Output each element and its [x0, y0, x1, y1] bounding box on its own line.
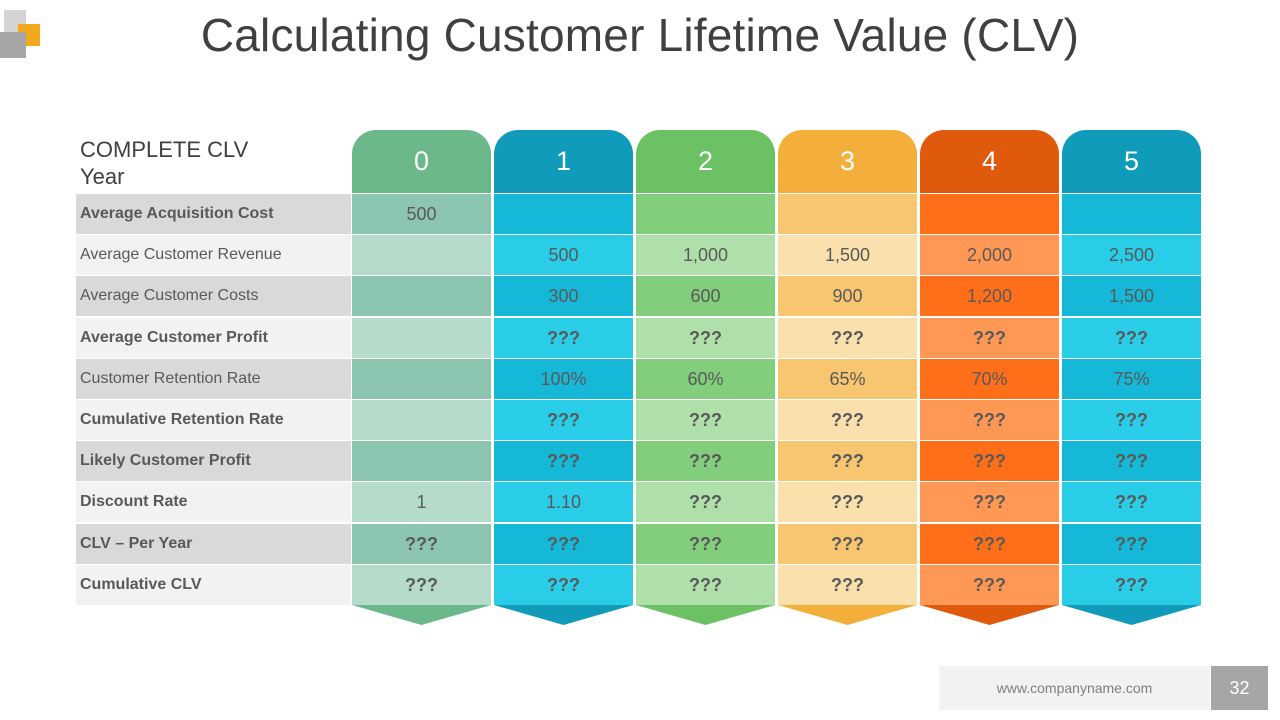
- table-cell: ???: [920, 565, 1059, 605]
- table-cell: ???: [494, 400, 633, 440]
- arrow-shape: [920, 605, 1059, 625]
- page-number: 32: [1211, 666, 1268, 710]
- table-cell: 1,000: [636, 235, 775, 275]
- row-label: Average Customer Costs: [76, 276, 351, 316]
- arrow-shape: [1062, 605, 1201, 625]
- table-cell: [778, 194, 917, 234]
- table-cell: 500: [494, 235, 633, 275]
- row-label: Discount Rate: [76, 482, 351, 522]
- table-cell: 65%: [778, 359, 917, 399]
- table-cell: ???: [920, 400, 1059, 440]
- column-arrow-1: [494, 605, 633, 625]
- table-cell: ???: [636, 400, 775, 440]
- table-cell: ???: [494, 441, 633, 481]
- table-cell: 1,500: [1062, 276, 1201, 316]
- table-cell: [636, 194, 775, 234]
- table-cell: ???: [778, 400, 917, 440]
- table-cell: ???: [778, 441, 917, 481]
- table-cell: ???: [636, 565, 775, 605]
- arrow-shape: [352, 605, 491, 625]
- year-header-1: 1: [494, 130, 633, 193]
- table-cell: ???: [778, 482, 917, 522]
- table-cell: ???: [636, 441, 775, 481]
- row-label: Average Acquisition Cost: [76, 194, 351, 234]
- table-cell: ???: [636, 482, 775, 522]
- table-cell: 75%: [1062, 359, 1201, 399]
- row-label: Cumulative CLV: [76, 565, 351, 605]
- year-header-2: 2: [636, 130, 775, 193]
- table-cell: [494, 194, 633, 234]
- row-label: Average Customer Revenue: [76, 235, 351, 275]
- column-arrow-0: [352, 605, 491, 625]
- year-header-3: 3: [778, 130, 917, 193]
- table-cell: ???: [778, 524, 917, 564]
- year-header-5: 5: [1062, 130, 1201, 193]
- table-cell: ???: [920, 524, 1059, 564]
- table-cell: 1: [352, 482, 491, 522]
- table-cell: ???: [1062, 441, 1201, 481]
- table-cell: ???: [494, 565, 633, 605]
- arrow-shape: [778, 605, 917, 625]
- table-cell: [352, 276, 491, 316]
- table-cell: ???: [352, 565, 491, 605]
- row-label: CLV – Per Year: [76, 524, 351, 564]
- year-header-4: 4: [920, 130, 1059, 193]
- table-cell: 70%: [920, 359, 1059, 399]
- table-cell: ???: [920, 482, 1059, 522]
- table-cell: ???: [494, 318, 633, 358]
- table-cell: ???: [636, 318, 775, 358]
- table-cell: 600: [636, 276, 775, 316]
- table-cell: ???: [1062, 318, 1201, 358]
- table-cell: 300: [494, 276, 633, 316]
- table-cell: 100%: [494, 359, 633, 399]
- table-cell: 2,500: [1062, 235, 1201, 275]
- column-arrow-2: [636, 605, 775, 625]
- slide-title: Calculating Customer Lifetime Value (CLV…: [200, 9, 1080, 61]
- column-arrow-5: [1062, 605, 1201, 625]
- footer-website: www.companyname.com: [939, 666, 1210, 710]
- column-arrow-3: [778, 605, 917, 625]
- row-label: Likely Customer Profit: [76, 441, 351, 481]
- table-cell: [920, 194, 1059, 234]
- table-cell: 1.10: [494, 482, 633, 522]
- column-arrow-4: [920, 605, 1059, 625]
- table-cell: [352, 441, 491, 481]
- table-cell: ???: [1062, 565, 1201, 605]
- table-cell: [352, 318, 491, 358]
- table-cell: [1062, 194, 1201, 234]
- arrow-shape: [636, 605, 775, 625]
- table-cell: ???: [920, 318, 1059, 358]
- table-cell: ???: [1062, 400, 1201, 440]
- table-cell: 1,500: [778, 235, 917, 275]
- table-cell: ???: [494, 524, 633, 564]
- logo-square-gray: [0, 32, 26, 58]
- table-cell: ???: [1062, 482, 1201, 522]
- header-label-line2: Year: [80, 164, 125, 189]
- table-header-label: COMPLETE CLV Year: [80, 136, 248, 190]
- row-label: Average Customer Profit: [76, 318, 351, 358]
- header-label-line1: COMPLETE CLV: [80, 137, 249, 162]
- table-cell: [352, 400, 491, 440]
- table-cell: ???: [778, 565, 917, 605]
- table-cell: [352, 235, 491, 275]
- table-cell: 1,200: [920, 276, 1059, 316]
- table-cell: ???: [778, 318, 917, 358]
- arrow-shape: [494, 605, 633, 625]
- row-label: Cumulative Retention Rate: [76, 400, 351, 440]
- table-cell: ???: [1062, 524, 1201, 564]
- table-cell: ???: [636, 524, 775, 564]
- table-cell: ???: [920, 441, 1059, 481]
- table-cell: 2,000: [920, 235, 1059, 275]
- company-logo: [0, 10, 44, 58]
- table-cell: 60%: [636, 359, 775, 399]
- table-cell: 900: [778, 276, 917, 316]
- table-cell: 500: [352, 194, 491, 234]
- row-label: Customer Retention Rate: [76, 359, 351, 399]
- year-header-0: 0: [352, 130, 491, 193]
- table-cell: [352, 359, 491, 399]
- table-cell: ???: [352, 524, 491, 564]
